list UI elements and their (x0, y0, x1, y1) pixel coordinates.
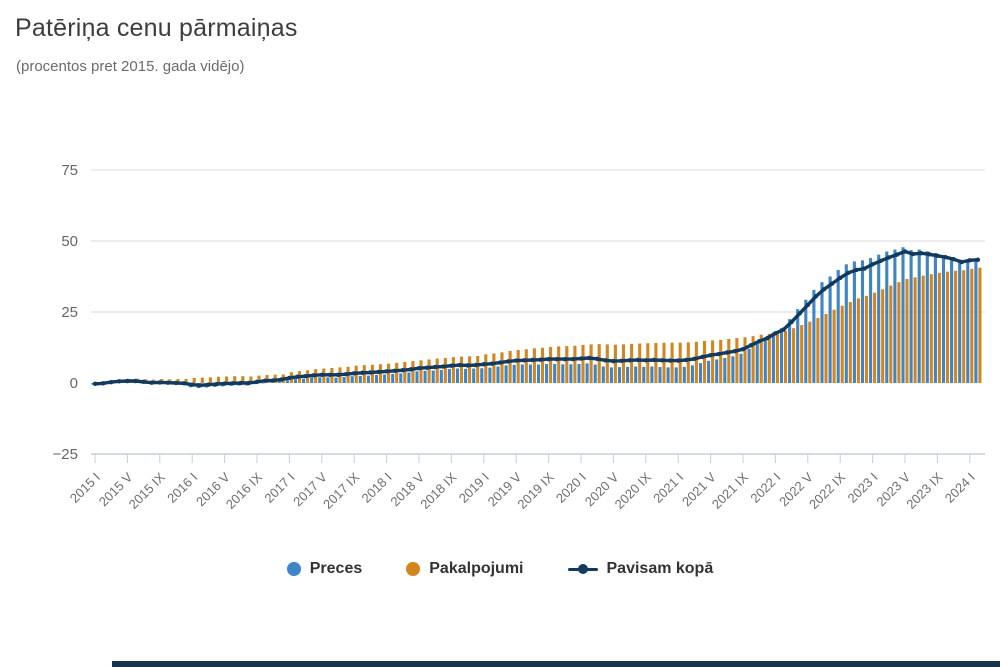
svg-text:2015 IX: 2015 IX (126, 469, 169, 512)
legend-item-pakalpojumi[interactable]: Pakalpojumi (406, 560, 524, 578)
legend-label-preces: Preces (309, 560, 363, 577)
chart-legend: Preces Pakalpojumi Pavisam kopā (0, 560, 1000, 578)
y-axis-labels: 75 50 25 0 −25 (53, 162, 78, 463)
chart-title: Patēriņa cenu pārmaiņas (15, 14, 298, 42)
chart-subtitle: (procentos pret 2015. gada vidējo) (16, 58, 245, 75)
preces-marker-icon (286, 562, 301, 576)
svg-text:2019 IX: 2019 IX (514, 469, 557, 512)
svg-text:75: 75 (61, 162, 78, 179)
total-line[interactable] (92, 249, 981, 388)
legend-item-pavisam-kopa[interactable]: Pavisam kopā (567, 560, 714, 578)
svg-text:2021 IX: 2021 IX (709, 469, 752, 512)
legend-label-pakalpojumi: Pakalpojumi (429, 560, 524, 577)
pakalpojumi-marker-icon (406, 562, 421, 576)
svg-text:2023 IX: 2023 IX (903, 469, 946, 512)
legend-label-pavisam-kopa: Pavisam kopā (606, 560, 714, 577)
bottom-overlay-bar (112, 661, 1000, 667)
svg-text:2022 IX: 2022 IX (806, 469, 849, 512)
svg-text:50: 50 (61, 233, 78, 250)
svg-text:2018 IX: 2018 IX (417, 469, 460, 512)
svg-text:25: 25 (61, 304, 78, 321)
svg-text:0: 0 (70, 375, 78, 392)
svg-text:2020 IX: 2020 IX (612, 469, 655, 512)
line-marker-icon (567, 562, 598, 576)
svg-text:2017 IX: 2017 IX (320, 469, 363, 512)
legend-item-preces[interactable]: Preces (286, 560, 363, 578)
svg-text:2016 IX: 2016 IX (223, 469, 266, 512)
svg-text:−25: −25 (53, 446, 78, 463)
preces-bars[interactable] (91, 247, 978, 389)
x-axis (91, 453, 985, 463)
gridlines (91, 169, 985, 313)
svg-text:2024 I: 2024 I (942, 470, 978, 506)
